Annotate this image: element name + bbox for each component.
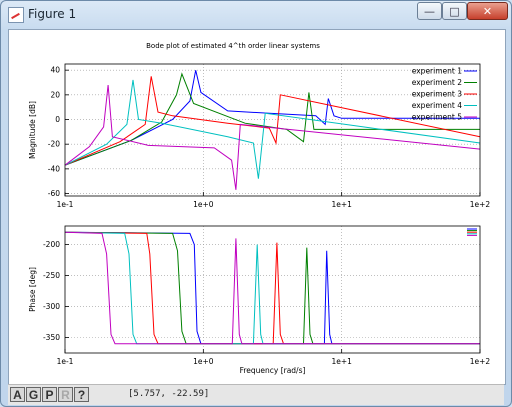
panel-2-series-line-2 (64, 231, 480, 345)
panel-1-legend-label-1: experiment 1 (412, 67, 462, 76)
panel-1-series-line-5 (64, 84, 481, 190)
panel-1-y-tick-label: 20 (50, 90, 60, 99)
toolbar-button-g[interactable]: G (26, 387, 41, 402)
panel-1-series-line-2 (64, 72, 480, 166)
toolbar-button-r[interactable]: R (58, 387, 73, 402)
panel-1-legend-label-2: experiment 2 (412, 78, 462, 87)
close-button[interactable]: ✕ (467, 2, 508, 20)
status-bar: A G P R? [5.757, -22.59] (8, 384, 504, 405)
figure-app-icon (8, 7, 24, 23)
panel-1-y-tick-label: 40 (50, 66, 60, 75)
panel-2-x-tick-label: 1e+2 (470, 357, 491, 366)
minimize-button[interactable]: — (417, 2, 442, 20)
panel-2-y-tick-label: -200 (43, 240, 60, 249)
coordinate-readout: [5.757, -22.59] (128, 389, 210, 399)
panel-2-x-axis-label: Frequency [rad/s] (240, 366, 306, 375)
panel-1-y-tick-label: 0 (55, 115, 60, 124)
panel-2-y-tick-label: -300 (43, 302, 60, 311)
toolbar-button-help[interactable]: ? (74, 387, 89, 402)
panel-1-x-tick-label: 1e-1 (57, 200, 74, 209)
panel-1-y-axis-label: Magnitude [dB] (28, 101, 37, 159)
panel-1-y-tick-label: -40 (48, 164, 60, 173)
panel-2-y-tick-label: -250 (43, 271, 60, 280)
panel-1-y-tick-label: -60 (48, 189, 60, 198)
panel-1-legend-label-4: experiment 4 (412, 101, 462, 110)
panel-2-axes-box (64, 225, 481, 354)
title-bar[interactable]: Figure 1 — □ ✕ (1, 1, 511, 29)
panel-1-x-tick-label: 1e+0 (193, 200, 214, 209)
panel-1-legend-label-5: experiment 5 (412, 113, 462, 122)
panel-1-series-line-4 (64, 79, 481, 179)
chart-title: Bode plot of estimated 4^th order linear… (146, 42, 320, 50)
panel-1-y-tick-label: -20 (48, 140, 60, 149)
panel-2-series-line-5 (64, 231, 480, 345)
panel-1-x-tick-label: 1e+2 (470, 200, 491, 209)
panel-2-x-tick-label: 1e+0 (193, 357, 214, 366)
panel-2-x-tick-label: 1e-1 (57, 357, 74, 366)
panel-1-legend-label-3: experiment 3 (412, 90, 462, 99)
panel-2-y-tick-label: -350 (43, 333, 60, 342)
toolbar-button-a[interactable]: A (10, 387, 25, 402)
toolbar-button-p[interactable]: P (42, 387, 57, 402)
panel-2-series-line-3 (64, 231, 480, 345)
maximize-button[interactable]: □ (442, 2, 467, 20)
panel-1-axes-box (64, 63, 481, 197)
panel-1-x-tick-label: 1e+1 (331, 200, 352, 209)
window-title: Figure 1 (28, 7, 77, 21)
panel-2-series-line-4 (64, 231, 480, 345)
panel-2-series-line-1 (64, 231, 480, 345)
plot-canvas[interactable]: Bode plot of estimated 4^th order linear… (8, 29, 506, 385)
bode-plot-svg: Bode plot of estimated 4^th order linear… (28, 42, 491, 375)
panel-2-y-axis-label: Phase [deg] (28, 267, 37, 312)
panel-1-series-line-3 (64, 76, 481, 166)
panel-2-x-tick-label: 1e+1 (331, 357, 352, 366)
